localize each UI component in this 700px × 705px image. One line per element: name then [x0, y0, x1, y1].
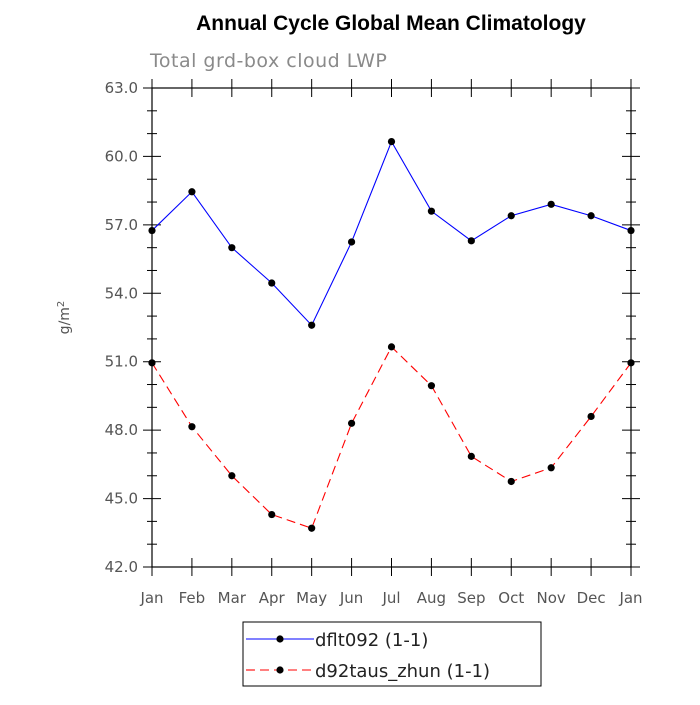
data-point — [228, 472, 236, 480]
plot-area: 42.0 45.0 48.0 51.0 54.0 57.0 60.0 63.0 Jan Feb Ma… — [56, 79, 643, 607]
legend-box — [242, 621, 542, 687]
y-axis: 42.0 45.0 48.0 51.0 54.0 57.0 60.0 63.0 — [105, 79, 640, 576]
data-point — [507, 477, 515, 486]
legend: dflt092 (1-1) d92taus_zhun (1-1) — [242, 621, 542, 687]
legend-label: dflt092 (1-1) — [315, 630, 428, 651]
series-line — [151, 345, 632, 529]
data-point — [347, 419, 356, 427]
data-point — [467, 452, 475, 460]
data-point — [507, 212, 515, 220]
data-point — [148, 226, 156, 235]
y-tick-label: 48.0 — [105, 421, 138, 439]
data-point — [387, 343, 396, 351]
legend-marker — [276, 635, 284, 643]
data-point — [627, 226, 635, 235]
data-point — [228, 244, 236, 252]
series-1 — [148, 138, 635, 329]
data-point — [148, 359, 156, 367]
x-tick-label: Oct — [498, 589, 524, 607]
data-point — [308, 321, 316, 329]
x-tick-label: Dec — [577, 589, 606, 607]
data-point — [188, 188, 196, 196]
data-point — [347, 238, 356, 246]
y-tick-label: 42.0 — [105, 558, 138, 576]
data-point — [587, 412, 595, 421]
x-tick-label: Aug — [417, 589, 446, 607]
data-point — [587, 212, 595, 220]
x-tick-label: Sep — [457, 589, 485, 607]
x-tick-label: Jan — [618, 589, 642, 607]
legend-marker — [276, 666, 284, 674]
data-point — [188, 423, 196, 431]
data-point — [387, 138, 396, 146]
x-tick-label: Jul — [381, 589, 400, 607]
y-axis-label: g/m2 — [56, 301, 74, 335]
data-point — [627, 359, 635, 367]
y-tick-label: 60.0 — [105, 147, 138, 165]
series-line — [151, 140, 632, 327]
chart-subtitle: Total grd-box cloud LWP — [149, 50, 387, 72]
data-point — [308, 524, 316, 532]
data-point — [268, 510, 276, 519]
data-point — [547, 464, 555, 472]
series-2 — [148, 343, 635, 532]
y-tick-label: 57.0 — [105, 216, 138, 234]
x-tick-label: Mar — [218, 589, 247, 607]
x-tick-label: Nov — [537, 589, 566, 607]
x-axis: Jan Feb Mar Apr May Jun Jul Aug Sep Oct Nov Dec Jan — [139, 79, 643, 607]
x-tick-label: Feb — [179, 589, 206, 607]
y-tick-label: 63.0 — [105, 79, 138, 97]
chart-title: Annual Cycle Global Mean Climatology — [196, 12, 586, 35]
legend-label: d92taus_zhun (1-1) — [315, 661, 490, 682]
plot-frame — [151, 87, 632, 568]
y-tick-label: 51.0 — [105, 353, 138, 371]
data-point — [427, 382, 436, 390]
y-tick-label: 54.0 — [105, 284, 138, 302]
data-point — [467, 237, 475, 245]
data-point — [547, 200, 555, 208]
x-tick-label: May — [296, 589, 327, 607]
y-tick-label: 45.0 — [105, 490, 138, 508]
data-point — [427, 207, 436, 215]
x-tick-label: Apr — [259, 589, 286, 607]
x-tick-label: Jun — [339, 589, 363, 607]
x-tick-label: Jan — [139, 589, 163, 607]
data-point — [268, 279, 276, 287]
